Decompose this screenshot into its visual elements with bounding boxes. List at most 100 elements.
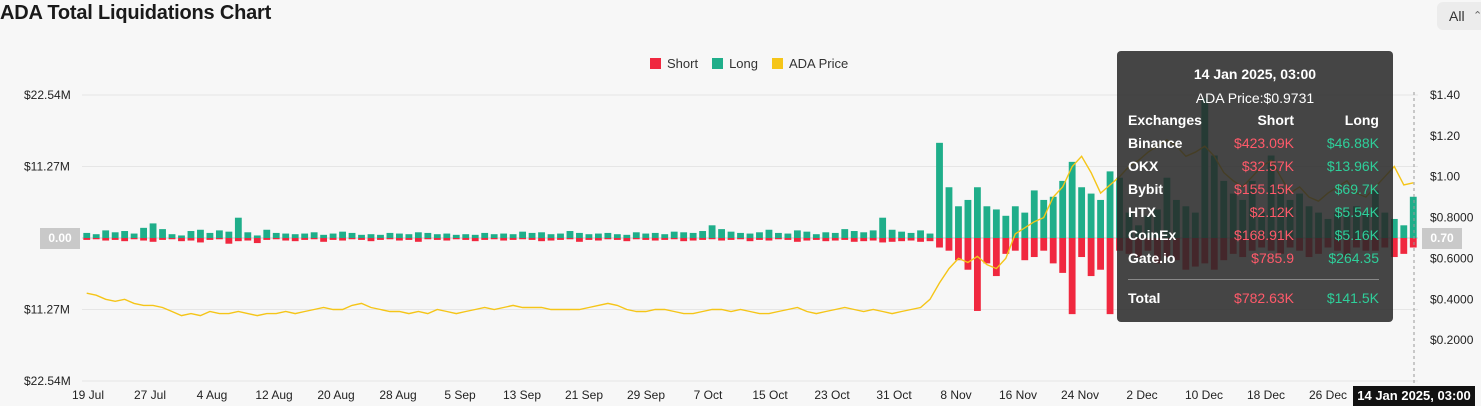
bar-long	[500, 233, 508, 238]
bar-long	[377, 234, 384, 238]
bar-short	[718, 238, 725, 241]
x-tick-label: 20 Aug	[317, 388, 354, 402]
bar-long	[566, 231, 574, 238]
bar-long	[1106, 171, 1114, 238]
x-tick-label: 19 Jul	[72, 388, 104, 402]
bar-short	[405, 238, 413, 240]
bar-long	[121, 231, 129, 238]
bar-long	[793, 230, 801, 238]
bar-short	[282, 238, 290, 241]
bar-short	[841, 238, 849, 240]
bar-long	[594, 233, 602, 238]
bar-long	[1390, 218, 1398, 238]
bar-short	[907, 238, 915, 241]
bar-short	[850, 238, 858, 242]
bar-short	[1106, 238, 1114, 315]
bar-short	[756, 238, 763, 240]
bar-short	[187, 238, 195, 241]
bar-short	[206, 238, 214, 240]
legend-swatch-short	[650, 58, 661, 69]
bar-short	[576, 238, 583, 242]
bar-long	[926, 233, 934, 238]
bar-short	[727, 238, 735, 240]
y-right-tick-label: $1.40	[1430, 88, 1460, 102]
bar-long	[964, 199, 972, 238]
bar-short	[765, 238, 773, 241]
tooltip-short: $32.57K	[1241, 158, 1294, 174]
tooltip-header-exchanges: Exchanges	[1128, 112, 1202, 128]
tooltip-long: $264.35	[1328, 250, 1379, 266]
tooltip-exchange: OKX	[1128, 158, 1159, 174]
legend-swatch-price	[772, 58, 783, 69]
legend-item-price[interactable]: ADA Price	[772, 56, 848, 71]
legend-label-short: Short	[667, 56, 699, 71]
bar-short	[1400, 238, 1408, 254]
bar-short	[689, 238, 697, 241]
bar-short	[301, 238, 309, 240]
bar-long	[149, 223, 157, 238]
x-tick-label: 28 Aug	[379, 388, 416, 402]
x-tick-label: 10 Dec	[1185, 388, 1223, 402]
bar-short	[509, 238, 517, 240]
bar-long	[1068, 161, 1076, 238]
bar-short	[310, 238, 318, 240]
bar-short	[528, 238, 536, 240]
chart-tooltip: 14 Jan 2025, 03:00 ADA Price:$0.9731 Exc…	[1117, 51, 1393, 322]
tooltip-exchange: Binance	[1128, 135, 1183, 151]
x-tick-label: 18 Dec	[1247, 388, 1285, 402]
bar-short	[680, 238, 688, 242]
bar-long	[898, 231, 906, 238]
bar-short	[1059, 238, 1067, 273]
bar-long	[1030, 190, 1038, 238]
tooltip-short: $168.91K	[1234, 227, 1294, 243]
bar-short	[178, 238, 185, 242]
tooltip-row: Gate.io $785.9 $264.35	[1128, 250, 1379, 270]
tooltip-long: $69.7K	[1334, 181, 1379, 197]
x-tick-label: 13 Sep	[503, 388, 541, 402]
bar-long	[253, 235, 261, 238]
x-tick-label: 4 Aug	[197, 388, 228, 402]
bar-long	[320, 234, 328, 238]
bar-short	[955, 238, 962, 261]
bar-short	[803, 238, 811, 241]
range-select[interactable]: All ⌃	[1437, 2, 1481, 30]
bar-long	[917, 230, 924, 238]
bar-long	[528, 232, 536, 238]
bar-short	[377, 238, 384, 240]
bar-long	[936, 142, 943, 238]
bar-long	[557, 233, 564, 238]
tooltip-row: HTX $2.12K $5.54K	[1128, 204, 1379, 224]
tooltip-total-short: $782.63K	[1234, 290, 1294, 306]
bar-long	[803, 231, 811, 238]
bar-long	[443, 233, 451, 238]
legend-item-short[interactable]: Short	[650, 56, 698, 71]
y-left-tick-label: $11.27M	[24, 160, 70, 174]
bar-short	[500, 238, 508, 241]
y-left-tick-label: $22.54M	[24, 88, 71, 102]
bar-long	[367, 234, 375, 238]
bar-short	[746, 238, 754, 242]
bar-long	[490, 234, 498, 238]
bar-short	[831, 238, 839, 241]
bar-short	[604, 238, 612, 240]
tooltip-exchange: Gate.io	[1128, 250, 1176, 266]
bar-short	[1409, 238, 1417, 248]
bar-short	[917, 238, 924, 242]
tooltip-divider	[1128, 279, 1379, 280]
bar-short	[121, 238, 129, 242]
bar-long	[1087, 193, 1095, 238]
bar-long	[519, 231, 527, 238]
bar-long	[992, 209, 1000, 238]
tooltip-row: Binance $423.09K $46.88K	[1128, 135, 1379, 155]
bar-short	[1390, 238, 1398, 258]
bar-short	[197, 238, 204, 243]
bar-long	[1002, 215, 1010, 238]
bar-short	[471, 238, 479, 242]
legend-item-long[interactable]: Long	[712, 56, 758, 71]
bar-short	[348, 238, 356, 240]
bar-long	[613, 234, 621, 238]
y-left-tick-label: $22.54M	[24, 374, 71, 388]
tooltip-long: $5.16K	[1334, 227, 1379, 243]
y-left-tick-label: $11.27M	[24, 303, 70, 317]
bar-long	[358, 234, 365, 238]
